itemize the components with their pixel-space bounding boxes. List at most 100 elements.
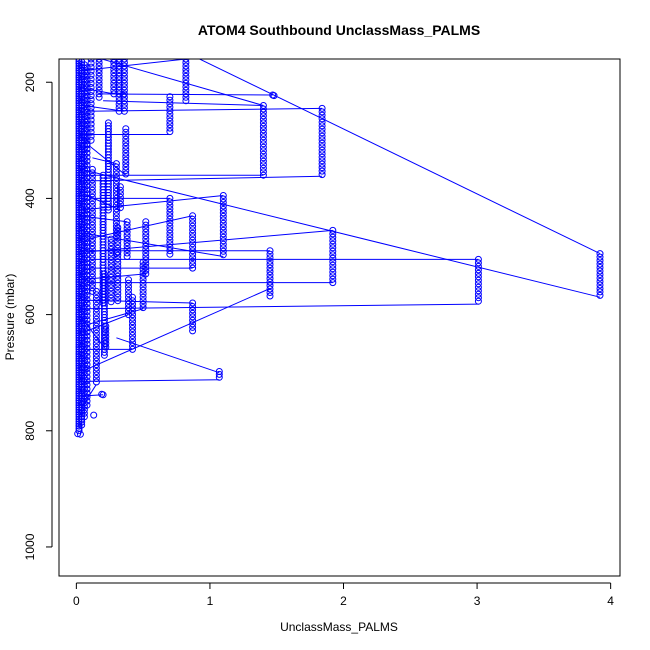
data-point bbox=[100, 351, 108, 359]
data-point bbox=[166, 205, 174, 213]
data-point bbox=[259, 140, 267, 148]
data-point bbox=[219, 209, 227, 217]
data-point bbox=[102, 340, 110, 348]
data-point bbox=[88, 221, 96, 229]
data-point bbox=[123, 239, 131, 247]
data-point bbox=[123, 221, 131, 229]
data-point bbox=[166, 240, 174, 248]
data-point bbox=[259, 171, 267, 179]
data-point bbox=[88, 172, 96, 180]
data-point bbox=[142, 221, 150, 229]
data-point bbox=[83, 190, 91, 198]
data-point bbox=[189, 327, 197, 335]
data-point bbox=[219, 223, 227, 231]
data-point bbox=[318, 164, 326, 172]
data-point bbox=[92, 357, 100, 365]
data-point bbox=[88, 211, 96, 219]
data-point bbox=[88, 165, 96, 173]
data-point bbox=[116, 183, 124, 191]
data-point bbox=[83, 64, 91, 72]
data-point bbox=[189, 264, 197, 272]
series-line-segment bbox=[86, 229, 333, 253]
data-point bbox=[87, 63, 95, 71]
data-point bbox=[87, 92, 95, 100]
data-point bbox=[259, 154, 267, 162]
data-point bbox=[259, 136, 267, 144]
data-point bbox=[88, 280, 96, 288]
data-point bbox=[596, 257, 604, 265]
data-point bbox=[166, 208, 174, 216]
data-point bbox=[92, 361, 100, 369]
data-point bbox=[129, 314, 136, 322]
data-point bbox=[112, 181, 120, 188]
data-point bbox=[102, 326, 110, 334]
data-point bbox=[110, 62, 118, 70]
data-point bbox=[112, 201, 120, 209]
data-point bbox=[266, 282, 274, 290]
data-point bbox=[125, 300, 132, 308]
data-point bbox=[123, 232, 131, 240]
data-point bbox=[115, 90, 123, 98]
series-line-segment bbox=[79, 59, 601, 255]
data-point bbox=[189, 323, 197, 331]
data-point bbox=[107, 246, 115, 253]
data-point bbox=[474, 266, 482, 274]
data-point bbox=[112, 163, 120, 171]
data-point bbox=[88, 266, 96, 274]
data-point bbox=[92, 364, 100, 372]
series-lines bbox=[78, 59, 601, 408]
data-point bbox=[78, 421, 86, 429]
data-point bbox=[166, 236, 174, 244]
data-point bbox=[104, 203, 112, 211]
data-point bbox=[92, 312, 100, 320]
data-point bbox=[83, 308, 91, 316]
data-point bbox=[129, 342, 136, 350]
data-point bbox=[83, 373, 91, 381]
data-point bbox=[219, 226, 227, 234]
data-point bbox=[266, 275, 274, 283]
data-point bbox=[88, 228, 96, 236]
data-point bbox=[92, 333, 100, 341]
data-point bbox=[329, 226, 337, 234]
data-point bbox=[92, 340, 100, 348]
data-point bbox=[83, 291, 91, 299]
data-point bbox=[259, 112, 267, 120]
data-point bbox=[87, 71, 95, 79]
data-point bbox=[182, 76, 190, 84]
data-point bbox=[596, 271, 604, 278]
data-point bbox=[142, 266, 150, 274]
data-point bbox=[125, 283, 132, 291]
data-point bbox=[318, 157, 326, 165]
data-point bbox=[189, 226, 197, 234]
data-point bbox=[318, 125, 326, 133]
data-point bbox=[122, 163, 130, 171]
y-tick-label: 1000 bbox=[23, 533, 37, 560]
data-point bbox=[182, 59, 190, 63]
data-point bbox=[318, 139, 326, 147]
data-point bbox=[182, 72, 190, 80]
data-point bbox=[114, 293, 122, 301]
data-point bbox=[83, 108, 91, 116]
data-point bbox=[83, 169, 91, 177]
data-point bbox=[259, 126, 267, 134]
data-point bbox=[189, 229, 197, 237]
data-point bbox=[189, 250, 197, 258]
data-point bbox=[474, 276, 482, 284]
data-point bbox=[112, 177, 120, 185]
data-point bbox=[83, 235, 91, 242]
data-point bbox=[166, 117, 174, 125]
data-point bbox=[189, 313, 197, 321]
data-point bbox=[139, 276, 147, 284]
data-point bbox=[166, 247, 174, 255]
y-axis-label: Pressure (mbar) bbox=[3, 274, 17, 361]
data-point bbox=[112, 174, 120, 181]
data-point bbox=[83, 357, 91, 364]
data-point bbox=[259, 119, 267, 127]
data-point bbox=[122, 149, 130, 157]
data-point bbox=[92, 305, 100, 313]
data-point bbox=[114, 258, 122, 266]
data-point bbox=[95, 59, 103, 63]
data-point bbox=[88, 253, 96, 260]
data-point bbox=[182, 93, 190, 101]
data-point bbox=[87, 124, 95, 132]
